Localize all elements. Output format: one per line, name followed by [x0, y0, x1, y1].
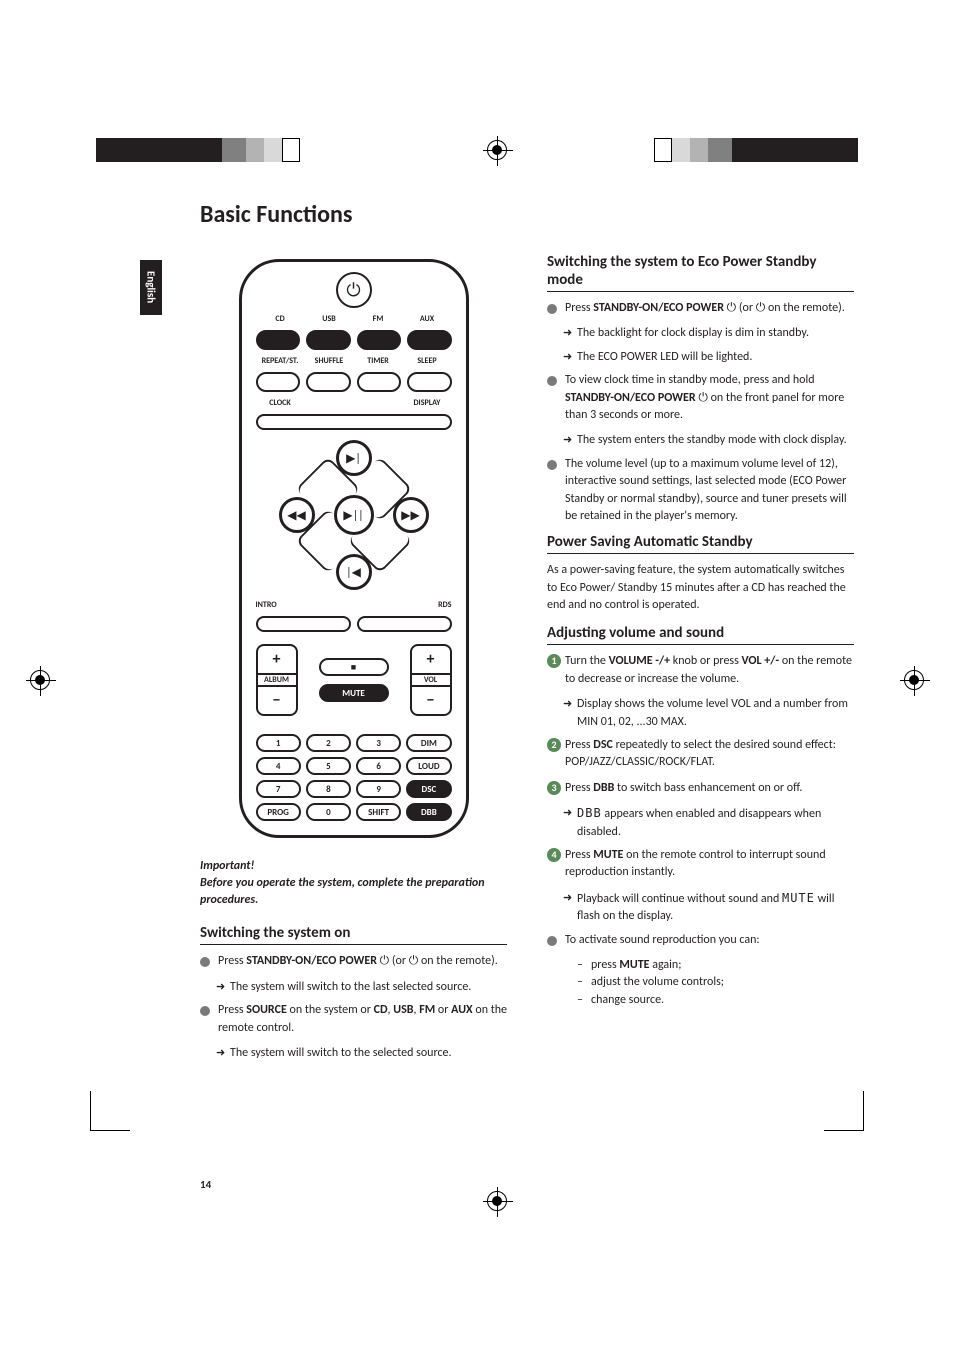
remote-control-figure: ⏻CDUSBFMAUXREPEAT/ST.SHUFFLETIMERSLEEPCL…	[239, 259, 469, 838]
sleep-button	[407, 372, 452, 392]
section-heading: Switching the system to Eco Power Standb…	[547, 253, 854, 292]
step-number: 3	[547, 781, 561, 795]
rewind-button: ◀◀	[279, 497, 315, 533]
sub-item: change source.	[547, 992, 854, 1009]
forward-button: ▶▶	[393, 497, 429, 533]
next-track-button: ▶|	[336, 440, 372, 476]
key-1: 1	[256, 734, 301, 752]
timer-button	[357, 372, 402, 392]
sub-item: press MUTE again;	[547, 957, 854, 974]
rds-button	[357, 616, 452, 632]
instruction-item: To activate sound reproduction you can:	[547, 932, 854, 949]
sub-item: adjust the volume controls;	[547, 974, 854, 991]
registration-target-left	[30, 670, 50, 690]
result-line: DBB appears when enabled and disappears …	[547, 805, 854, 841]
result-line: The system enters the standby mode with …	[547, 432, 854, 449]
section-heading: Adjusting volume and sound	[547, 624, 854, 645]
play-pause-button: ▶||	[334, 495, 374, 535]
key-dbb: DBB	[406, 803, 451, 821]
instruction-item: 3Press DBB to switch bass enhancement on…	[547, 780, 854, 797]
source-usb-button	[306, 330, 351, 350]
result-line: Display shows the volume level VOL and a…	[547, 696, 854, 731]
source-cd-button	[256, 330, 301, 350]
result-line: The system will switch to the last selec…	[200, 979, 507, 996]
result-line: The system will switch to the selected s…	[200, 1045, 507, 1062]
key-9: 9	[356, 780, 401, 798]
repeat/st.-button	[256, 372, 301, 392]
volume-rocker: +VOL−	[410, 644, 452, 716]
instruction-item: 1Turn the VOLUME -/+ knob or press VOL +…	[547, 653, 854, 688]
album-rocker: +ALBUM−	[256, 644, 298, 716]
key-dsc: DSC	[406, 780, 451, 798]
step-number: 4	[547, 848, 561, 862]
key-loud: LOUD	[406, 757, 451, 775]
key-0: 0	[306, 803, 351, 821]
instruction-item: The volume level (up to a maximum volume…	[547, 456, 854, 526]
important-note: Important! Before you operate the system…	[200, 858, 507, 908]
registration-target	[487, 140, 507, 160]
display-button	[256, 414, 452, 430]
source-fm-button	[357, 330, 402, 350]
instruction-item: Press SOURCE on the system or CD, USB, F…	[200, 1002, 507, 1037]
intro-button	[256, 616, 351, 632]
navigation-cluster: ▶| |◀ ◀◀ ▶▶ ▶||	[279, 440, 429, 590]
language-tab: English	[140, 260, 162, 315]
page-content: English Basic Functions ⏻CDUSBFMAUXREPEA…	[140, 200, 854, 1201]
instruction-item: Press STANDBY-ON/ECO POWER ⏻ (or ⏻ on th…	[547, 300, 854, 317]
key-6: 6	[356, 757, 401, 775]
crop-marks-bottom	[0, 1171, 954, 1231]
instruction-item: 4Press MUTE on the remote control to int…	[547, 847, 854, 882]
instruction-item: To view clock time in standby mode, pres…	[547, 372, 854, 424]
instruction-item: Press STANDBY-ON/ECO POWER ⏻ (or ⏻ on th…	[200, 953, 507, 970]
right-column: Switching the system to Eco Power Standb…	[547, 249, 854, 1068]
stop-button: ■	[319, 658, 389, 676]
step-number: 1	[547, 654, 561, 668]
keypad: 123 DIM 456 LOUD 789 DSC PROG 0 SHIFT DBB	[256, 734, 452, 821]
key-2: 2	[306, 734, 351, 752]
bullet-icon	[547, 460, 557, 470]
key-prog: PROG	[256, 803, 301, 821]
section-intro: As a power-saving feature, the system au…	[547, 562, 854, 614]
result-line: The backlight for clock display is dim i…	[547, 325, 854, 342]
key-5: 5	[306, 757, 351, 775]
result-line: Playback will continue without sound and…	[547, 890, 854, 926]
bullet-icon	[200, 1006, 210, 1016]
key-4: 4	[256, 757, 301, 775]
key-7: 7	[256, 780, 301, 798]
mute-button: MUTE	[319, 684, 389, 702]
shuffle-button	[306, 372, 351, 392]
key-3: 3	[356, 734, 401, 752]
registration-target-right	[904, 670, 924, 690]
page-title: Basic Functions	[200, 200, 854, 229]
instruction-item: 2Press DSC repeatedly to select the desi…	[547, 737, 854, 772]
bullet-icon	[547, 936, 557, 946]
section-heading: Power Saving Automatic Standby	[547, 533, 854, 554]
key-dim: DIM	[406, 734, 451, 752]
bullet-icon	[547, 304, 557, 314]
bullet-icon	[547, 376, 557, 386]
key-shift: SHIFT	[356, 803, 401, 821]
result-line: The ECO POWER LED will be lighted.	[547, 349, 854, 366]
registration-target	[487, 1191, 507, 1211]
step-number: 2	[547, 738, 561, 752]
source-aux-button	[407, 330, 452, 350]
section-heading: Switching the system on	[200, 924, 507, 945]
crop-marks-top	[0, 120, 954, 180]
key-8: 8	[306, 780, 351, 798]
bullet-icon	[200, 957, 210, 967]
left-column: ⏻CDUSBFMAUXREPEAT/ST.SHUFFLETIMERSLEEPCL…	[200, 249, 507, 1068]
prev-track-button: |◀	[336, 554, 372, 590]
power-button: ⏻	[336, 272, 372, 308]
